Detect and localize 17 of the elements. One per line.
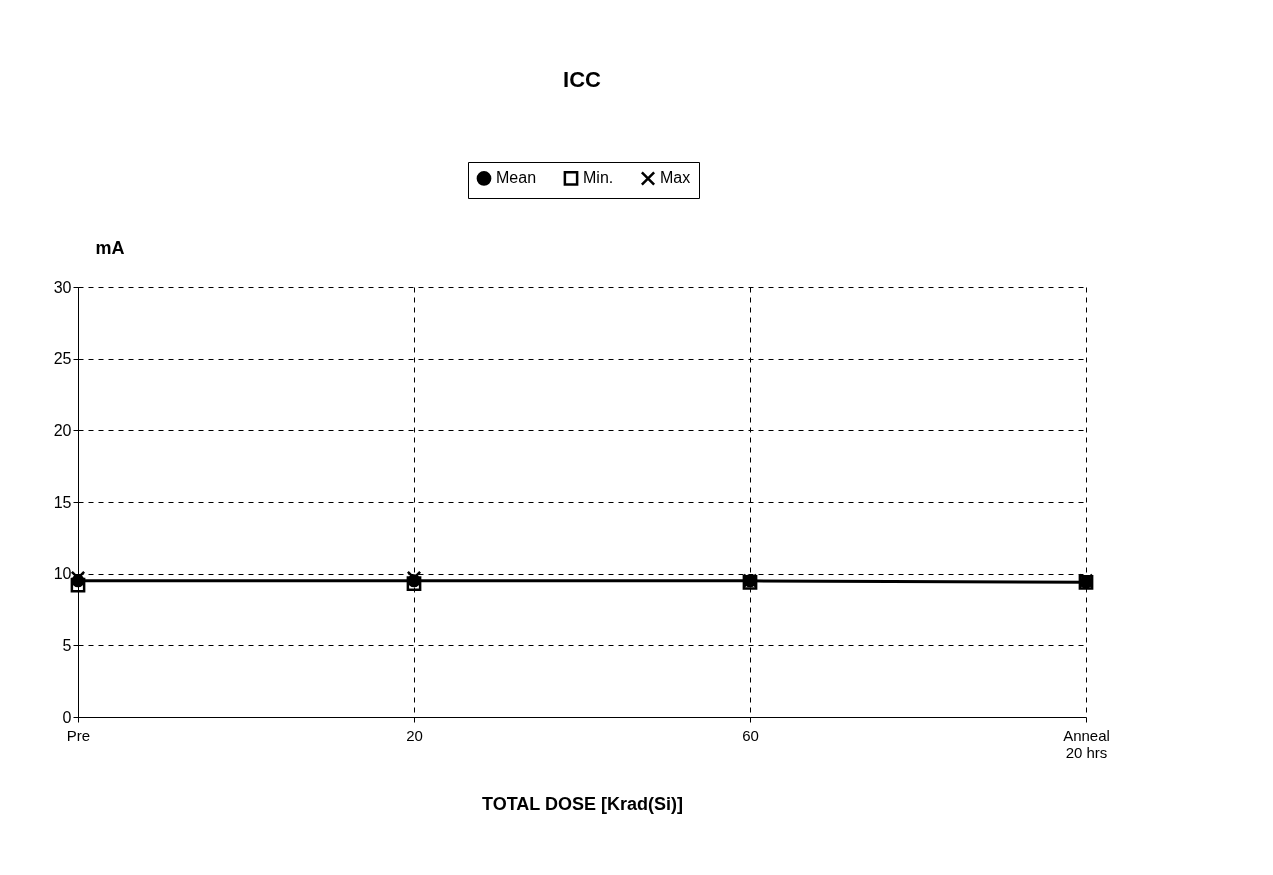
y-tick-label: 30	[53, 278, 72, 296]
x-tick-label: Pre	[66, 726, 91, 744]
y-tick-label: 5	[62, 636, 72, 654]
legend-label: Min.	[583, 169, 614, 187]
x-tick-label: 60	[742, 726, 759, 744]
legend-label: Mean	[496, 169, 537, 187]
chart-title: ICC	[563, 66, 602, 92]
y-axis-title: mA	[95, 237, 125, 258]
x-tick-label: Anneal 20 hrs	[1063, 726, 1110, 761]
y-tick-label: 20	[53, 421, 72, 439]
y-tick-label: 25	[53, 350, 72, 368]
x-axis-title: TOTAL DOSE [Krad(Si)]	[481, 793, 684, 814]
y-tick-label: 10	[53, 565, 72, 583]
legend-label: Max	[660, 169, 691, 187]
y-tick-label: 0	[62, 708, 72, 726]
x-tick-label: 20	[406, 726, 423, 744]
y-tick-label: 15	[53, 493, 72, 511]
